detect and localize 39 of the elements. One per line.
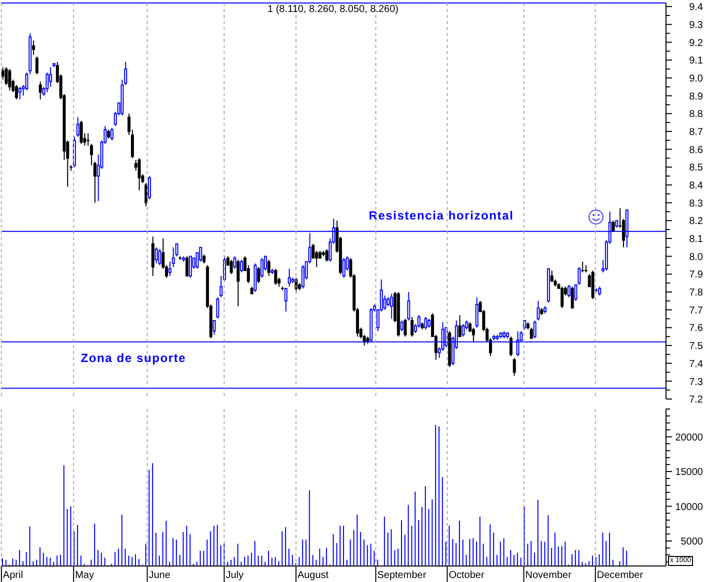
y-tick-label: 9.1 (689, 56, 704, 67)
y-tick-label: 7.9 (689, 270, 704, 281)
y-tick-label: 7.2 (689, 394, 704, 406)
chart-title: 1 (8.110, 8.260, 8.050, 8.260) (267, 4, 399, 15)
x-tick-label: September (377, 570, 427, 581)
y-tick-label: 7.8 (689, 288, 704, 299)
x-tick-label: October (448, 570, 485, 581)
x-tick-label: November (525, 570, 572, 581)
y-tick-label: 8.8 (689, 109, 704, 120)
y-tick-label: 8.3 (689, 198, 704, 210)
ref-line-label: Zona de suporte (80, 350, 186, 365)
x-tick-label: June (148, 570, 171, 581)
y-tick-label: 8.7 (689, 127, 704, 138)
x-tick-label: August (297, 570, 329, 581)
ref-line-label: Resistencia horizontal (368, 208, 514, 222)
y-tick-label: 8.6 (689, 144, 704, 156)
y-tick-label: 8.5 (689, 162, 704, 174)
x-tick-label: December (596, 570, 644, 581)
y-tick-label: 5000 (680, 536, 704, 548)
x-tick-label: April (2, 570, 23, 581)
y-tick-label: 7.5 (689, 341, 704, 352)
y-tick-label: 20000 (675, 432, 704, 444)
y-tick-label: 8.9 (689, 91, 704, 102)
y-tick-label: 8.0 (689, 252, 704, 263)
y-tick-label: 9.0 (689, 74, 704, 85)
y-tick-label: 8.4 (689, 180, 704, 192)
y-tick-label: 7.3 (689, 376, 704, 388)
y-tick-label: 7.4 (689, 358, 704, 370)
y-tick-label: 8.2 (689, 216, 704, 228)
y-tick-label: 9.2 (689, 38, 704, 49)
y-tick-label: 10000 (675, 502, 704, 513)
y-tick-label: 15000 (675, 467, 704, 478)
y-tick-label: 8.1 (689, 234, 704, 246)
y-tick-label: 7.7 (689, 305, 704, 316)
y-tick-label: 9.4 (689, 2, 704, 14)
y-tick-label: 9.3 (689, 20, 704, 32)
x-tick-label: July (226, 570, 244, 581)
y-tick-label: 7.6 (689, 323, 704, 334)
x-tick-label: May (75, 570, 94, 581)
